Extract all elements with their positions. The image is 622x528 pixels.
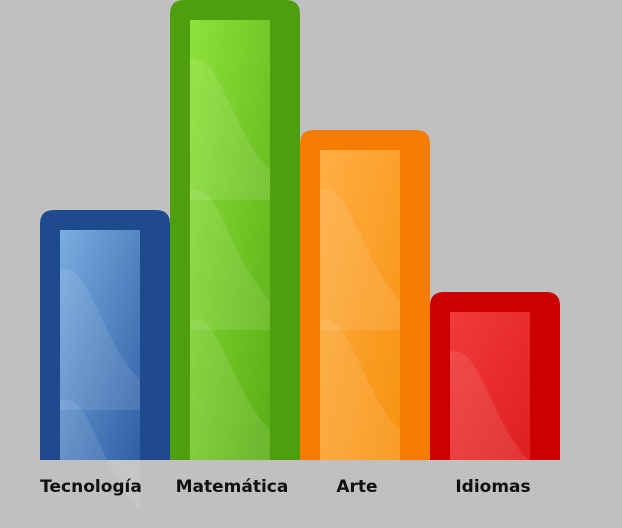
bar-sheen-matematica-1 (190, 189, 270, 330)
bar-sheen-arte-0 (320, 189, 400, 330)
bar-sheen-tecnologia-1 (60, 399, 140, 510)
bar-tecnologia (40, 210, 170, 510)
bar-idiomas (430, 292, 560, 462)
bar-sheen-matematica-2 (190, 319, 270, 460)
bar-sheen-matematica-0 (190, 59, 270, 200)
tick-label-arte: Arte (336, 477, 377, 497)
bar-face-matematica (190, 20, 270, 460)
bar-matematica (170, 0, 300, 460)
bar-sheen-idiomas-0 (450, 351, 530, 462)
bar-sheen-arte-1 (320, 319, 400, 460)
bar-face-idiomas (450, 312, 530, 460)
tick-label-tecnologia: Tecnología (40, 477, 142, 497)
bar-sheen-tecnologia-0 (60, 269, 140, 410)
bars-layer (40, 0, 560, 510)
tick-label-matematica: Matemática (176, 477, 289, 497)
bar-face-arte (320, 150, 400, 460)
bar-face-tecnologia (60, 230, 140, 460)
bar-arte (300, 130, 430, 460)
tick-label-idiomas: Idiomas (455, 477, 530, 497)
labels-layer: Tecnología Matemática Arte Idiomas (40, 477, 531, 497)
